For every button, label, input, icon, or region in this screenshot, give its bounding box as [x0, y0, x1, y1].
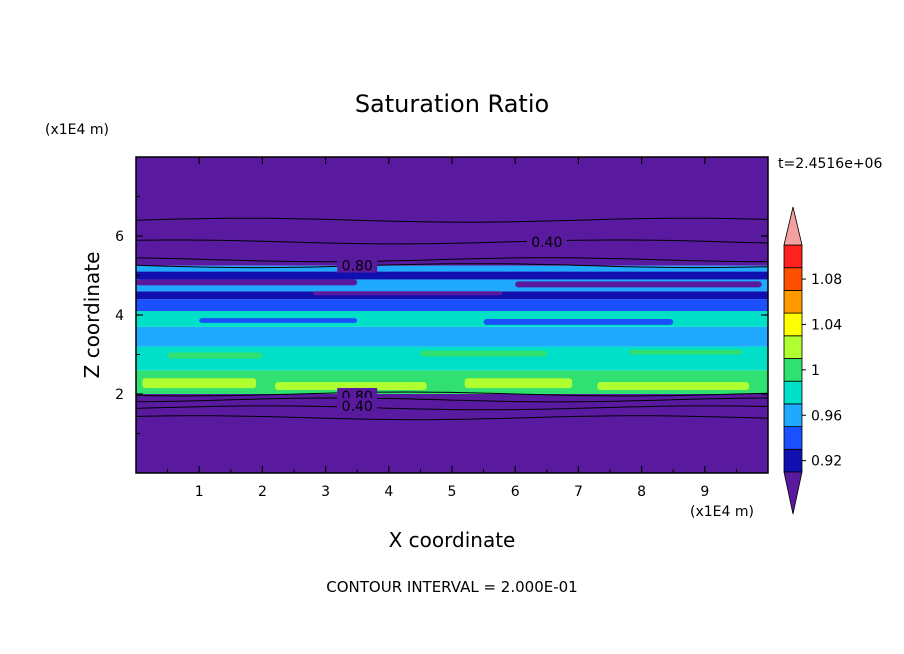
- colorbar-segment-8: [783, 267, 803, 291]
- heatmap-patch-2: [464, 378, 573, 389]
- x-axis-ticks: 1 2 3 4 5 6 7 8 9: [167, 157, 737, 500]
- colorbar-tick-label-4: 1.08: [811, 272, 842, 288]
- heatmap-band-0: [136, 394, 768, 473]
- heatmap-patch-11: [312, 291, 503, 296]
- x-tick-label-1: 1: [195, 484, 204, 500]
- heatmap-patch-6: [628, 349, 743, 355]
- colorbar-segment-4: [783, 358, 803, 382]
- contour-label-3: 0.40: [342, 399, 373, 415]
- colorbar-tick-label-3: 1.04: [811, 317, 842, 333]
- heatmap-patch-8: [483, 318, 674, 325]
- colorbar-segment-9: [783, 244, 803, 269]
- colorbar-segment-2: [783, 403, 803, 427]
- contour-interval-footer: CONTOUR INTERVAL = 2.000E-01: [326, 578, 577, 596]
- contour-line-1: [136, 239, 768, 245]
- heatmap-patch-7: [199, 318, 358, 323]
- x-tick-label-2: 2: [258, 484, 267, 500]
- contour-label-bg-1: [337, 257, 378, 273]
- heatmap-patch-4: [167, 352, 263, 359]
- x-tick-label-4: 4: [384, 484, 393, 500]
- heatmap-band-2: [136, 346, 768, 371]
- contour-line-5: [136, 397, 768, 403]
- contour-line-4: [136, 391, 768, 397]
- colorbar-top-arrow: [783, 206, 803, 246]
- x-tick-label-3: 3: [321, 484, 330, 500]
- heatmap-band-10: [136, 157, 768, 266]
- heatmap-field: [136, 157, 768, 473]
- colorbar-tick-label-0: 0.92: [811, 454, 842, 470]
- contour-line-2: [136, 257, 768, 263]
- x-tick-label-5: 5: [448, 484, 457, 500]
- heatmap-band-9: [136, 265, 768, 272]
- colorbar-segment-5: [783, 335, 803, 359]
- heatmap-patch-5: [420, 350, 547, 357]
- contour-label-0: 0.40: [531, 235, 562, 251]
- heatmap-patch-3: [597, 382, 750, 391]
- x-tick-label-8: 8: [637, 484, 646, 500]
- y-tick-label-4: 4: [115, 308, 124, 324]
- contour-label-1: 0.80: [342, 259, 373, 275]
- contour-line-6: [136, 405, 768, 411]
- contour-label-bg-0: [526, 233, 567, 249]
- colorbar: 0.92 0.96 1 1.04 1.08: [783, 206, 842, 515]
- colorbar-segment-7: [783, 289, 803, 314]
- heatmap-band-5: [136, 299, 768, 312]
- heatmap-band-3: [136, 326, 768, 347]
- heatmap-patch-1: [275, 382, 427, 391]
- x-unit-label: (x1E4 m): [690, 504, 754, 520]
- x-axis-label: X coordinate: [389, 528, 516, 552]
- heatmap-band-7: [136, 279, 768, 292]
- y-tick-label-2: 2: [115, 387, 124, 403]
- y-tick-label-6: 6: [115, 229, 124, 245]
- heatmap-band-8: [136, 271, 768, 280]
- colorbar-segment-0: [783, 448, 803, 473]
- colorbar-bottom-arrow: [783, 471, 803, 515]
- colorbar-segment-6: [783, 312, 803, 337]
- contour-label-bg-3: [337, 397, 378, 413]
- colorbar-tick-label-1: 0.96: [811, 408, 842, 424]
- y-axis-ticks: 2 4 6: [115, 196, 768, 434]
- colorbar-segment-1: [783, 426, 803, 450]
- contour-lines: [136, 217, 768, 421]
- y-unit-label: (x1E4 m): [45, 122, 109, 138]
- x-tick-label-9: 9: [700, 484, 709, 500]
- colorbar-tick-label-2: 1: [811, 363, 820, 379]
- colorbar-segment-3: [783, 380, 803, 405]
- chart-title: Saturation Ratio: [355, 90, 549, 118]
- heatmap-patch-9: [136, 279, 358, 286]
- contour-line-7: [136, 415, 768, 421]
- y-axis-label: Z coordinate: [80, 252, 104, 379]
- contour-line-3: [136, 263, 768, 269]
- contour-line-0: [136, 217, 768, 223]
- x-tick-label-7: 7: [574, 484, 583, 500]
- contour-labels: 0.400.800.800.40: [337, 233, 567, 415]
- heatmap-patch-10: [515, 281, 762, 288]
- time-label: t=2.4516e+06: [778, 156, 882, 172]
- x-tick-label-6: 6: [511, 484, 520, 500]
- heatmap-patch-0: [142, 378, 257, 389]
